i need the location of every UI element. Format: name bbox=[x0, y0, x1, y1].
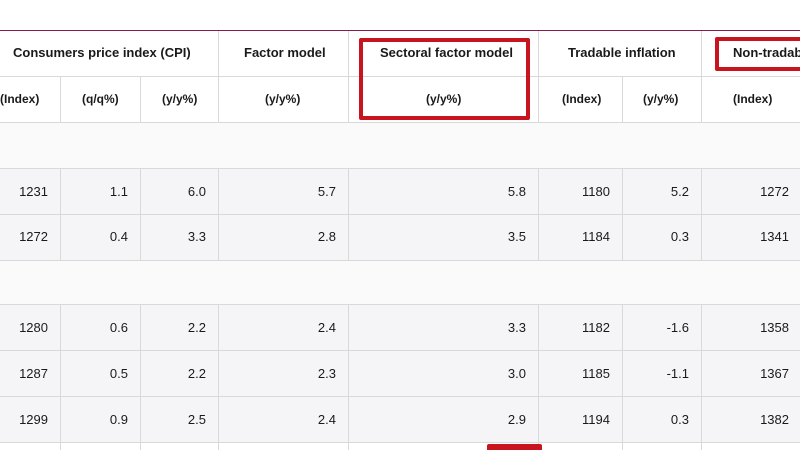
grid-vline bbox=[701, 305, 702, 450]
grid-vline bbox=[60, 305, 61, 450]
cell-tradable-index: 1184 bbox=[582, 229, 610, 244]
cell-nontradable-index: 1358 bbox=[760, 320, 789, 335]
grid-line bbox=[0, 304, 800, 305]
table-row-band-4 bbox=[0, 351, 800, 396]
cell-nontradable-index: 1272 bbox=[760, 184, 789, 199]
cell-tradable-index: 1182 bbox=[582, 320, 610, 335]
cell-cpi-index: 1231 bbox=[19, 184, 48, 199]
grid-vline bbox=[348, 77, 349, 122]
grid-line bbox=[0, 396, 800, 397]
grid-vline bbox=[701, 77, 702, 122]
grid-vline bbox=[622, 77, 623, 122]
cell-tradable-yy: 5.2 bbox=[670, 184, 689, 199]
subheader-sectoral-yy: (y/y%) bbox=[426, 92, 462, 106]
grid-vline bbox=[538, 305, 539, 450]
grid-line bbox=[0, 76, 800, 77]
cell-cpi-index: 1287 bbox=[19, 366, 48, 381]
table-row-band-2 bbox=[0, 215, 800, 260]
cell-tradable-index: 1180 bbox=[582, 184, 610, 199]
cell-sectoral-yy: 3.0 bbox=[507, 366, 526, 381]
cell-cpi-index: 1280 bbox=[19, 320, 48, 335]
grid-vline bbox=[60, 77, 61, 122]
header-tradable-inflation: Tradable inflation bbox=[568, 45, 676, 60]
subheader-tradable-yy: (y/y%) bbox=[643, 92, 679, 106]
header-non-tradable: Non-tradab bbox=[733, 45, 800, 60]
cell-cpi-yy: 2.2 bbox=[187, 320, 206, 335]
cell-factor-yy: 2.3 bbox=[317, 366, 336, 381]
cell-sectoral-yy: 2.9 bbox=[507, 412, 526, 427]
grid-line bbox=[0, 260, 800, 261]
cell-cpi-index: 1272 bbox=[19, 229, 48, 244]
cell-sectoral-yy: 3.5 bbox=[507, 229, 526, 244]
cell-tradable-yy: 0.3 bbox=[670, 229, 689, 244]
grid-vline bbox=[218, 305, 219, 450]
grid-line bbox=[0, 442, 800, 443]
table-top-rule bbox=[0, 30, 800, 31]
cell-tradable-yy: -1.1 bbox=[666, 366, 689, 381]
table-row-band-3 bbox=[0, 305, 800, 350]
grid-vline bbox=[622, 305, 623, 450]
highlight-sectoral-factor-model bbox=[359, 38, 530, 120]
cell-factor-yy: 2.4 bbox=[317, 412, 336, 427]
table-row-band-1 bbox=[0, 169, 800, 214]
grid-vline bbox=[218, 77, 219, 122]
header-factor-model: Factor model bbox=[244, 45, 326, 60]
subheader-factor-yy: (y/y%) bbox=[265, 92, 301, 106]
cell-nontradable-index: 1367 bbox=[760, 366, 789, 381]
subheader-tradable-index: (Index) bbox=[562, 92, 602, 106]
highlight-partial-bottom bbox=[487, 444, 542, 450]
grid-vline bbox=[348, 169, 349, 260]
grid-vline bbox=[348, 31, 349, 76]
grid-vline bbox=[140, 169, 141, 260]
cell-sectoral-yy: 3.3 bbox=[507, 320, 526, 335]
cell-factor-yy: 2.4 bbox=[317, 320, 336, 335]
cell-sectoral-yy: 5.8 bbox=[507, 184, 526, 199]
subheader-cpi-index: (Index) bbox=[0, 92, 40, 106]
cell-cpi-yy: 2.5 bbox=[187, 412, 206, 427]
cell-cpi-qq: 0.4 bbox=[109, 229, 128, 244]
header-cpi: Consumers price index (CPI) bbox=[13, 45, 191, 60]
grid-vline bbox=[218, 169, 219, 260]
cell-tradable-yy: 0.3 bbox=[670, 412, 689, 427]
cell-tradable-index: 1185 bbox=[582, 366, 610, 381]
subheader-cpi-qq: (q/q%) bbox=[82, 92, 119, 106]
grid-line bbox=[0, 122, 800, 123]
section-spacer-1 bbox=[0, 123, 800, 168]
grid-vline bbox=[348, 305, 349, 450]
grid-vline bbox=[140, 305, 141, 450]
cell-nontradable-index: 1341 bbox=[760, 229, 789, 244]
header-sectoral-factor-model: Sectoral factor model bbox=[380, 45, 513, 60]
grid-vline bbox=[538, 77, 539, 122]
subheader-cpi-yy: (y/y%) bbox=[162, 92, 198, 106]
grid-vline bbox=[218, 31, 219, 76]
cell-tradable-index: 1194 bbox=[582, 412, 610, 427]
grid-vline bbox=[538, 169, 539, 260]
cell-cpi-yy: 3.3 bbox=[187, 229, 206, 244]
grid-vline bbox=[701, 169, 702, 260]
highlight-non-tradable bbox=[715, 37, 800, 71]
cell-cpi-yy: 2.2 bbox=[187, 366, 206, 381]
cell-cpi-qq: 0.9 bbox=[109, 412, 128, 427]
table-row-band-5 bbox=[0, 397, 800, 442]
section-spacer-2 bbox=[0, 261, 800, 304]
cell-cpi-yy: 6.0 bbox=[187, 184, 206, 199]
cell-cpi-qq: 0.6 bbox=[109, 320, 128, 335]
cell-cpi-qq: 0.5 bbox=[109, 366, 128, 381]
cell-cpi-index: 1299 bbox=[19, 412, 48, 427]
grid-vline bbox=[60, 169, 61, 260]
grid-vline bbox=[622, 169, 623, 260]
grid-vline bbox=[538, 31, 539, 76]
grid-vline bbox=[701, 31, 702, 76]
cell-tradable-yy: -1.6 bbox=[666, 320, 689, 335]
cell-nontradable-index: 1382 bbox=[760, 412, 789, 427]
subheader-nontradable-index: (Index) bbox=[733, 92, 773, 106]
grid-vline bbox=[140, 77, 141, 122]
grid-line bbox=[0, 350, 800, 351]
grid-line bbox=[0, 168, 800, 169]
cell-cpi-qq: 1.1 bbox=[109, 184, 128, 199]
cell-factor-yy: 2.8 bbox=[317, 229, 336, 244]
grid-line bbox=[0, 214, 800, 215]
cell-factor-yy: 5.7 bbox=[317, 184, 336, 199]
